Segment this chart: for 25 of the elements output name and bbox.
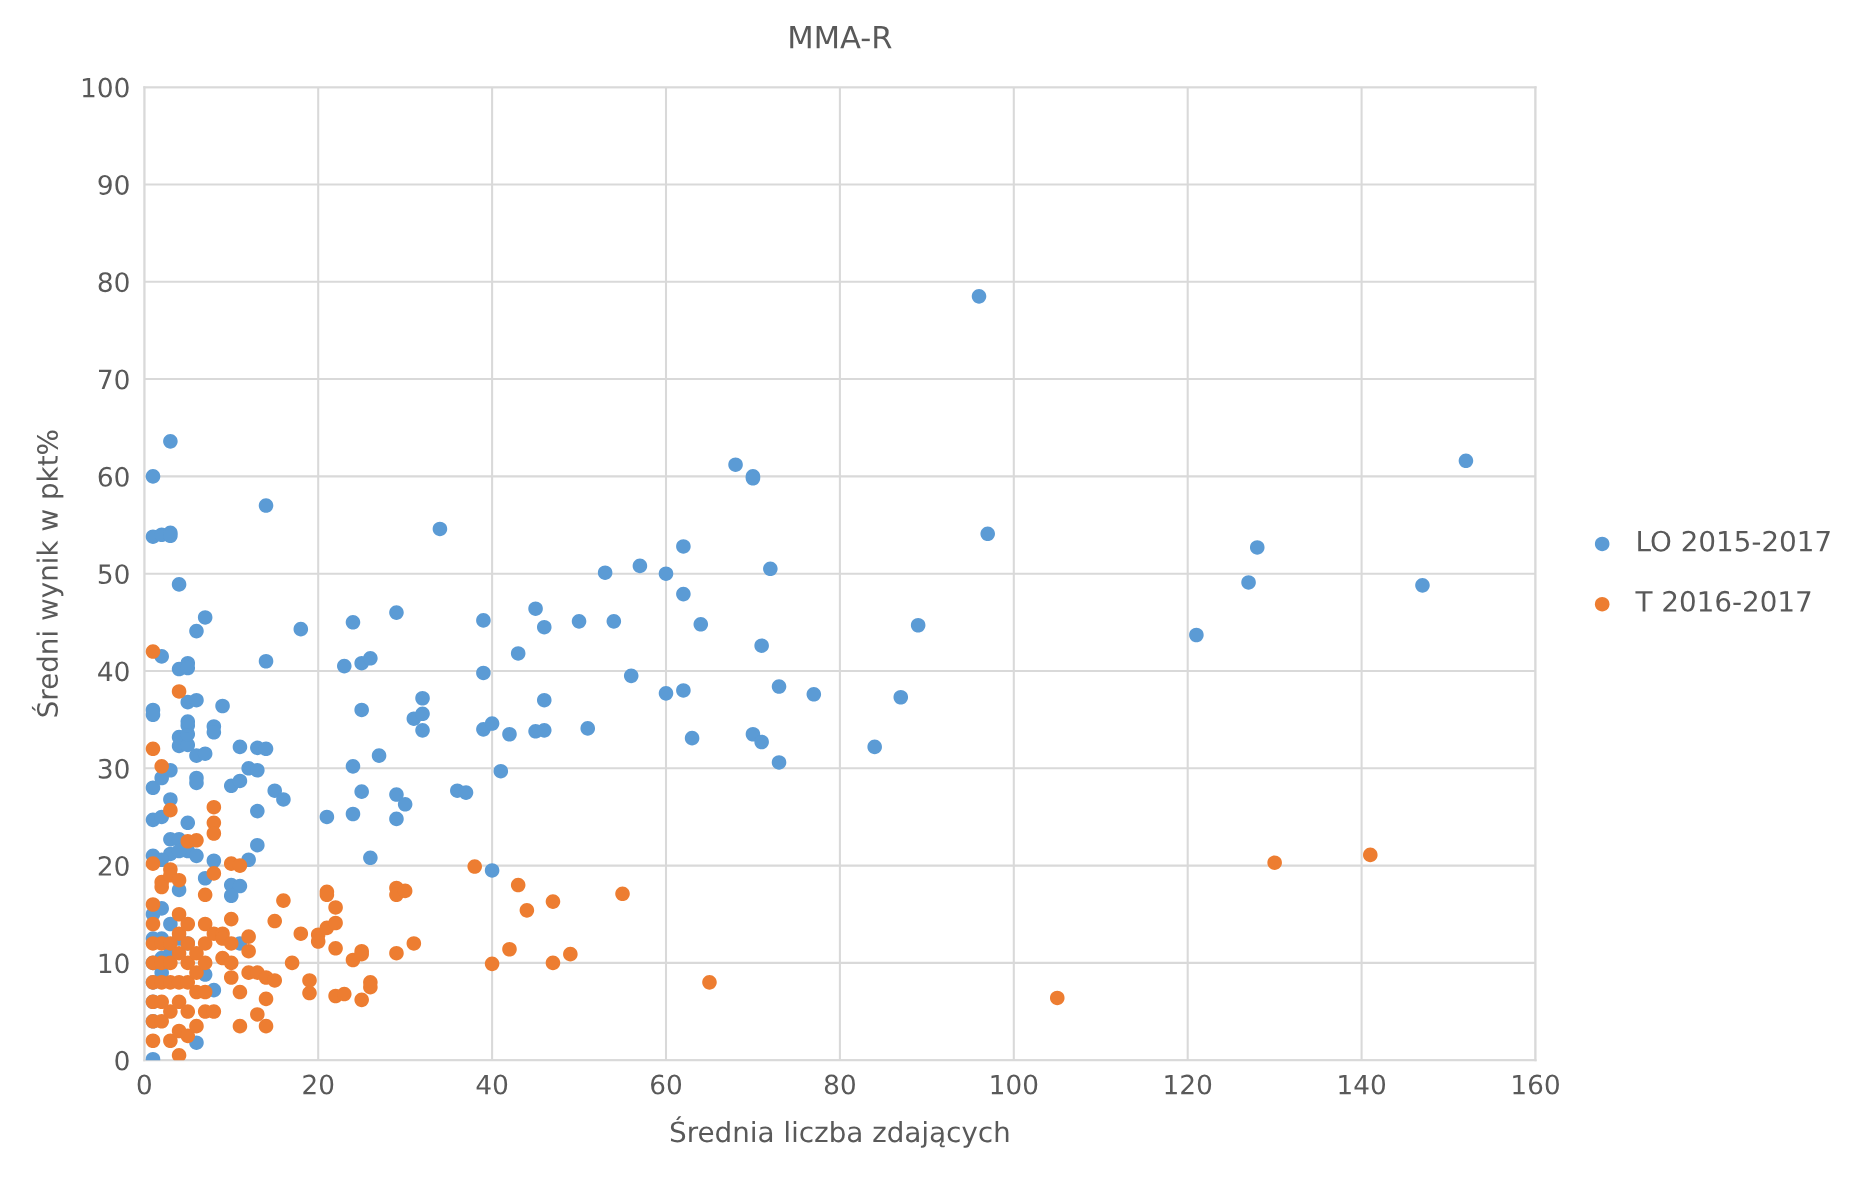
y-tick-label: 80 bbox=[98, 272, 129, 293]
legend-label: LO 2015-2017 bbox=[1638, 530, 1830, 552]
x-tick-label: 140 bbox=[1339, 1074, 1386, 1095]
x-tick-label: 60 bbox=[651, 1074, 682, 1095]
y-tick-label: 10 bbox=[99, 953, 129, 974]
x-tick-label: 80 bbox=[824, 1074, 855, 1095]
x-tick-label: 40 bbox=[476, 1074, 508, 1095]
x-tick-label: 160 bbox=[1513, 1074, 1559, 1095]
y-tick-label: 100 bbox=[82, 77, 129, 98]
y-tick-label: 70 bbox=[99, 369, 129, 390]
x-tick-label: 100 bbox=[991, 1074, 1038, 1095]
y-tick-label: 60 bbox=[98, 466, 129, 487]
y-axis-title: Średni wynik w pkt% bbox=[31, 430, 64, 717]
y-tick-label: 40 bbox=[98, 661, 129, 682]
y-tick-label: 90 bbox=[98, 174, 129, 195]
x-tick-label: 120 bbox=[1165, 1074, 1212, 1095]
y-tick-label: 0 bbox=[115, 1050, 129, 1071]
y-tick-label: 50 bbox=[98, 564, 129, 585]
y-tick-label: 20 bbox=[98, 856, 129, 876]
y-tick-label: 30 bbox=[98, 758, 129, 779]
chart-title: MMA-R bbox=[790, 26, 892, 49]
x-tick-label: 0 bbox=[137, 1074, 151, 1095]
x-tick-label: 20 bbox=[303, 1074, 334, 1095]
legend-label: T 2016-2017 bbox=[1635, 590, 1811, 612]
x-axis-title: Średnia liczba zdających bbox=[670, 1116, 1009, 1148]
